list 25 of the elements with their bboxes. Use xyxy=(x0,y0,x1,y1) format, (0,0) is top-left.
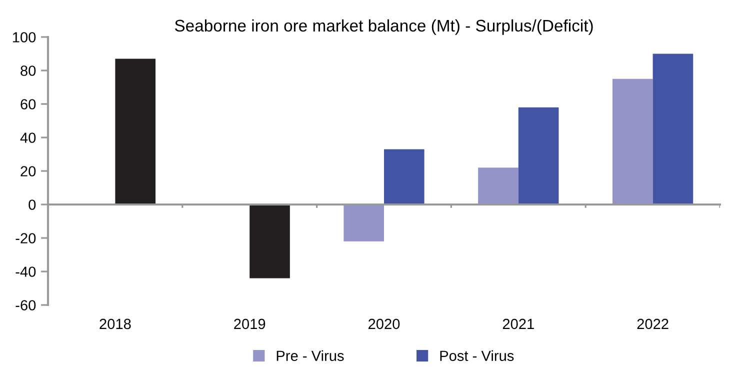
x-tick-label: 2019 xyxy=(234,318,266,330)
x-tick-label: 2020 xyxy=(368,318,400,330)
x-tick-label: 2022 xyxy=(637,318,668,330)
y-tick-label: 0 xyxy=(28,200,36,210)
x-tick-label: 2018 xyxy=(100,318,131,330)
bar xyxy=(384,149,424,204)
chart-title: Seaborne iron ore market balance (Mt) - Surplus/(Deficit) xyxy=(174,19,593,35)
y-tick-label: -20 xyxy=(16,233,36,244)
y-tick-label: 20 xyxy=(20,166,36,176)
y-tick-label: 60 xyxy=(20,99,36,110)
y-tick-label: 40 xyxy=(20,132,36,143)
bar xyxy=(344,204,384,242)
bar xyxy=(518,107,559,204)
bar xyxy=(250,204,290,278)
y-tick-label: 80 xyxy=(20,66,36,76)
y-tick-label: -60 xyxy=(16,300,36,310)
x-tick-label: 2021 xyxy=(502,318,534,330)
y-tick-label: 100 xyxy=(12,32,36,42)
bar xyxy=(612,78,653,204)
bar xyxy=(115,58,156,204)
y-tick-label: -40 xyxy=(16,266,36,277)
legend-label: Post - Virus xyxy=(440,350,514,361)
legend-label: Pre - Virus xyxy=(276,350,344,361)
bar xyxy=(478,168,518,204)
bar xyxy=(652,54,694,204)
